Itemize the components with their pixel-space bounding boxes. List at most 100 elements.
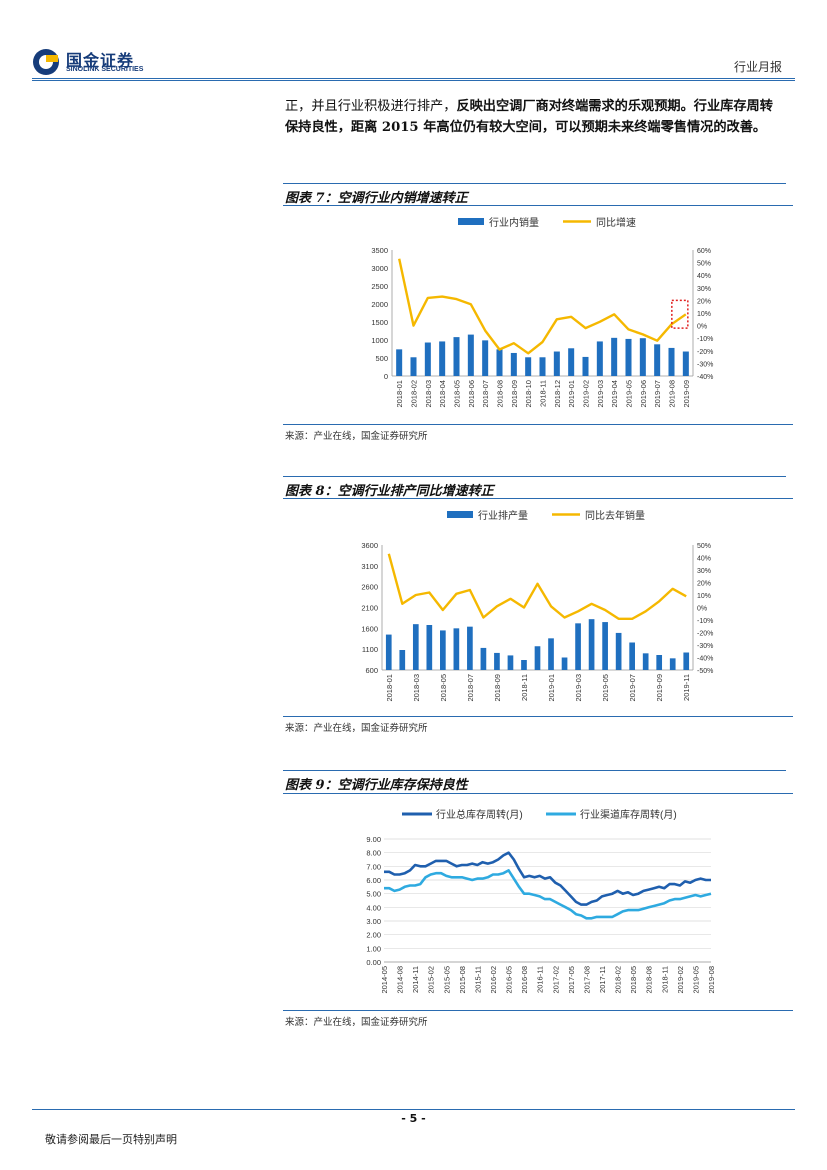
x-tick-label: 2019-06 <box>639 380 648 408</box>
bar <box>654 344 661 376</box>
x-tick-label: 2015-11 <box>473 966 482 993</box>
figure-7-title: 图表 7：空调行业内销增速转正 <box>285 191 468 206</box>
x-tick-label: 2016-05 <box>505 966 514 994</box>
y-left-tick-label: 3500 <box>371 246 388 255</box>
y-right-tick-label: 30% <box>697 568 711 575</box>
x-tick-label: 2018-10 <box>524 380 533 408</box>
x-tick-label: 2018-07 <box>466 674 475 702</box>
y-right-tick-label: 50% <box>697 543 711 550</box>
figure-8-chart-container: 行业排产量 同比去年销量 600 1100 1600 2100 2600 3100 3600 -5… <box>350 500 732 714</box>
x-tick-label: 2016-08 <box>520 966 529 994</box>
y-left-tick-label: 3000 <box>371 264 388 273</box>
bar <box>510 352 517 376</box>
y-right-tick-label: 0% <box>697 324 707 331</box>
legend-label-line: 同比去年销量 <box>585 509 645 522</box>
x-tick-label: 2018-02 <box>410 380 419 408</box>
figure-8-title: 图表 8：空调行业排产同比增速转正 <box>285 484 494 499</box>
logo-cn-text: 国金证券 <box>66 51 135 70</box>
bar <box>507 655 514 670</box>
bar <box>482 340 489 376</box>
y-right-tick-label: -30% <box>697 361 713 368</box>
x-tick-label: 2018-12 <box>553 380 562 408</box>
x-tick-label: 2018-01 <box>395 380 404 408</box>
y-tick-label: 2.00 <box>366 931 381 940</box>
bar <box>575 623 581 670</box>
bar <box>548 638 554 670</box>
y-right-tick-label: -20% <box>697 631 713 638</box>
y-tick-label: 9.00 <box>366 835 381 844</box>
y-left-tick-label: 1000 <box>371 336 388 345</box>
x-tick-label: 2015-02 <box>427 966 436 994</box>
legend-label-bar: 行业内销量 <box>489 216 539 229</box>
x-tick-label: 2018-05 <box>629 966 638 994</box>
y-right-tick-label: -10% <box>697 336 713 343</box>
footer-divider <box>32 1109 795 1110</box>
y-left-tick-label: 500 <box>375 354 388 363</box>
bar <box>453 628 460 670</box>
company-logo: 国金证券 SINOLINK SECURITIES <box>32 46 162 80</box>
y-tick-label: 5.00 <box>366 890 381 899</box>
x-tick-label: 2018-11 <box>539 380 548 407</box>
x-tick-label: 2019-04 <box>610 380 619 408</box>
y-left-tick-label: 1500 <box>371 318 388 327</box>
x-tick-label: 2016-02 <box>489 966 498 994</box>
y-tick-label: 4.00 <box>366 903 381 912</box>
logo-mark-icon <box>33 49 59 75</box>
bar <box>439 341 446 376</box>
x-tick-label: 2018-08 <box>645 966 654 994</box>
bar <box>588 619 595 670</box>
bar <box>642 653 649 670</box>
x-tick-label: 2019-05 <box>601 674 610 702</box>
x-tick-label: 2019-05 <box>691 966 700 994</box>
x-tick-label: 2018-02 <box>614 966 623 994</box>
x-tick-label: 2014-11 <box>411 966 420 993</box>
paragraph-part-2-bold: 反映出空调厂商对终端需求的乐观预期。行业库存周转保持良性，距离 2015 年高位… <box>285 99 773 135</box>
page-number: - 5 - <box>401 1112 426 1125</box>
x-tick-label: 2017-02 <box>551 966 560 994</box>
figure-8-bottom-rule <box>283 716 793 717</box>
bar <box>611 337 618 376</box>
y-right-tick-label: 0% <box>697 606 707 613</box>
bar <box>668 347 675 376</box>
page-header: 国金证券 SINOLINK SECURITIES 行业月报 <box>0 0 827 81</box>
bar <box>534 646 541 670</box>
y-right-tick-label: 20% <box>697 298 711 305</box>
figure-7-top-rule <box>283 183 786 184</box>
bar <box>480 647 487 670</box>
bar <box>561 657 568 670</box>
bar <box>602 622 608 670</box>
figure-9-source: 来源：产业在线，国金证券研究所 <box>285 1017 428 1028</box>
x-tick-label: 2018-05 <box>439 674 448 702</box>
bar <box>582 356 589 376</box>
x-tick-label: 2019-05 <box>625 380 634 408</box>
y-right-tick-label: -50% <box>697 668 713 675</box>
bar <box>467 334 474 376</box>
series-line-channel <box>384 869 712 920</box>
bar <box>494 652 500 670</box>
bar <box>426 625 433 670</box>
y-left-tick-label: 1100 <box>362 645 378 654</box>
x-tick-label: 2019-01 <box>547 674 556 702</box>
y-right-tick-label: -10% <box>697 618 713 625</box>
y-tick-label: 7.00 <box>366 862 381 871</box>
x-tick-label: 2017-05 <box>567 966 576 994</box>
bar <box>410 357 417 376</box>
bar <box>669 658 676 670</box>
x-tick-label: 2019-11 <box>682 674 691 701</box>
series-line-total <box>384 851 711 906</box>
y-tick-label: 3.00 <box>366 917 381 926</box>
x-tick-label: 2017-11 <box>598 966 607 993</box>
bar <box>412 624 419 670</box>
bar <box>385 634 392 670</box>
x-tick-label: 2018-09 <box>493 674 502 702</box>
x-tick-label: 2019-07 <box>653 380 662 408</box>
bar <box>615 632 622 670</box>
y-tick-label: 8.00 <box>366 849 381 858</box>
y-left-tick-label: 1600 <box>361 624 378 633</box>
chart-9-svg: 行业总库存周转(月) 行业渠道库存周转(月) 0.00 1.00 2.00 3.00 4.0… <box>366 808 716 994</box>
bar <box>682 351 689 376</box>
legend-label-line: 同比增速 <box>596 216 636 229</box>
y-left-tick-label: 3100 <box>361 562 378 571</box>
y-tick-label: 6.00 <box>366 876 381 885</box>
x-tick-label: 2018-05 <box>453 380 462 408</box>
